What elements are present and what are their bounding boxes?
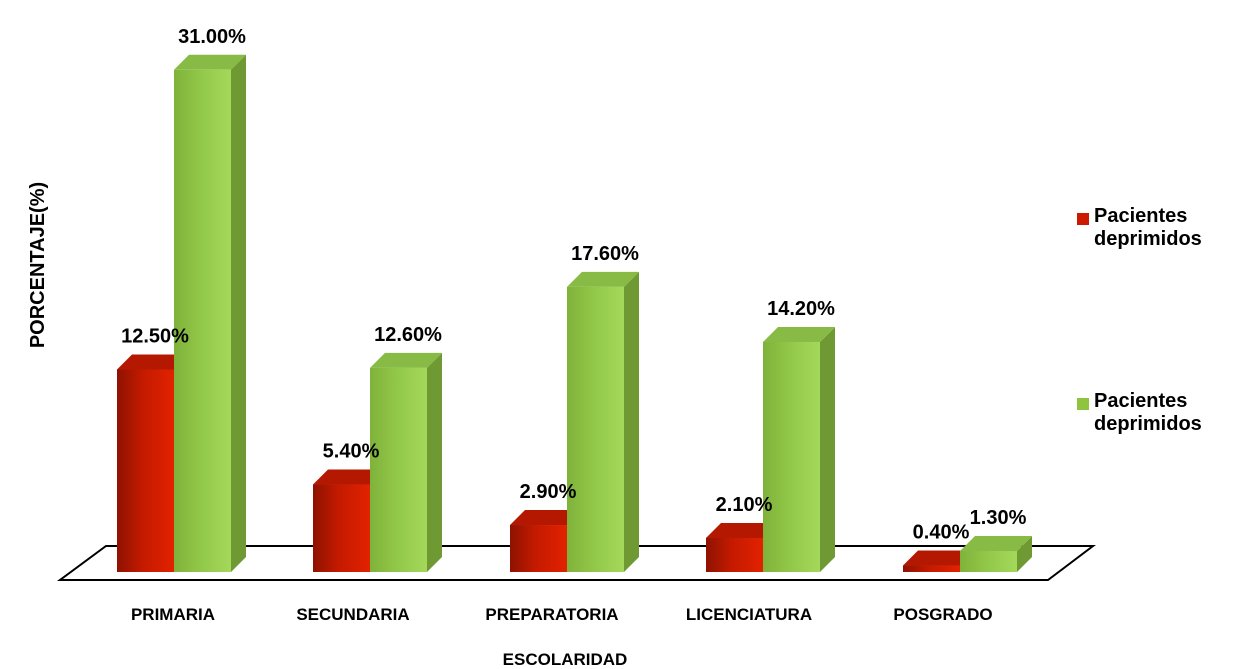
legend-swatch-red	[1077, 213, 1089, 225]
data-label: 2.90%	[520, 481, 577, 503]
data-label: 14.20%	[767, 298, 835, 320]
data-label: 31.00%	[178, 26, 246, 48]
bar-front	[510, 525, 567, 572]
bar-front	[903, 565, 960, 572]
bar-green-preparatoria	[567, 271, 639, 572]
bar-top	[510, 510, 582, 526]
bar-side	[427, 352, 442, 572]
bar-top	[174, 54, 246, 70]
bar-green-posgrado	[960, 535, 1032, 572]
bar-front	[370, 367, 427, 572]
bar-top	[706, 522, 778, 538]
bar-green-primaria	[174, 54, 246, 573]
bar-front	[706, 537, 763, 572]
legend-item-series-1: Pacientes deprimidos	[1077, 205, 1237, 255]
x-tick-label: PREPARATORIA	[485, 605, 618, 624]
bar-green-secundaria	[370, 352, 442, 572]
bar-top	[313, 469, 385, 485]
legend-label: Pacientes deprimidos	[1094, 205, 1202, 250]
x-tick-label: SECUNDARIA	[296, 605, 409, 624]
bar-front	[313, 484, 370, 572]
value-labels-group: 12.50% 31.00% 5.40% 12.60% 2.90% 17.60% 2.10% 1…	[121, 26, 1026, 544]
legend-label: Pacientes deprimidos	[1094, 390, 1202, 435]
legend-swatch-green	[1077, 398, 1089, 410]
data-label: 1.30%	[970, 507, 1027, 529]
data-label: 12.50%	[121, 326, 189, 348]
legend-item-series-2: Pacientes deprimidos	[1077, 390, 1237, 440]
bar-side	[624, 271, 639, 572]
bar-green-licenciatura	[763, 326, 835, 572]
data-label: 5.40%	[323, 441, 380, 463]
bar-front	[117, 369, 174, 572]
x-tick-label: PRIMARIA	[131, 605, 215, 624]
bar-top	[903, 550, 975, 566]
y-axis-label: PORCENTAJE(%)	[27, 182, 49, 348]
bar-top	[117, 354, 189, 370]
bar-top	[370, 352, 442, 368]
data-label: 12.60%	[374, 324, 442, 346]
x-axis-label: ESCOLARIDAD	[503, 650, 628, 669]
data-label: 17.60%	[571, 243, 639, 265]
bar-top	[960, 535, 1032, 551]
data-label: 2.10%	[716, 494, 773, 516]
data-label: 0.40%	[913, 522, 970, 544]
bar-front	[763, 341, 820, 572]
x-tick-label: LICENCIATURA	[686, 605, 812, 624]
bar-top	[763, 326, 835, 342]
x-tick-labels-group: PRIMARIA SECUNDARIA PREPARATORIA LICENCIATU…	[131, 605, 993, 624]
bar-front	[567, 286, 624, 572]
bar-side	[820, 326, 835, 572]
x-tick-label: POSGRADO	[893, 605, 992, 624]
bar-side	[231, 54, 246, 573]
bar-front	[174, 69, 231, 573]
bar-top	[567, 271, 639, 287]
bar-front	[960, 550, 1017, 572]
bars-group	[117, 54, 1032, 573]
bar-side	[1017, 535, 1032, 572]
